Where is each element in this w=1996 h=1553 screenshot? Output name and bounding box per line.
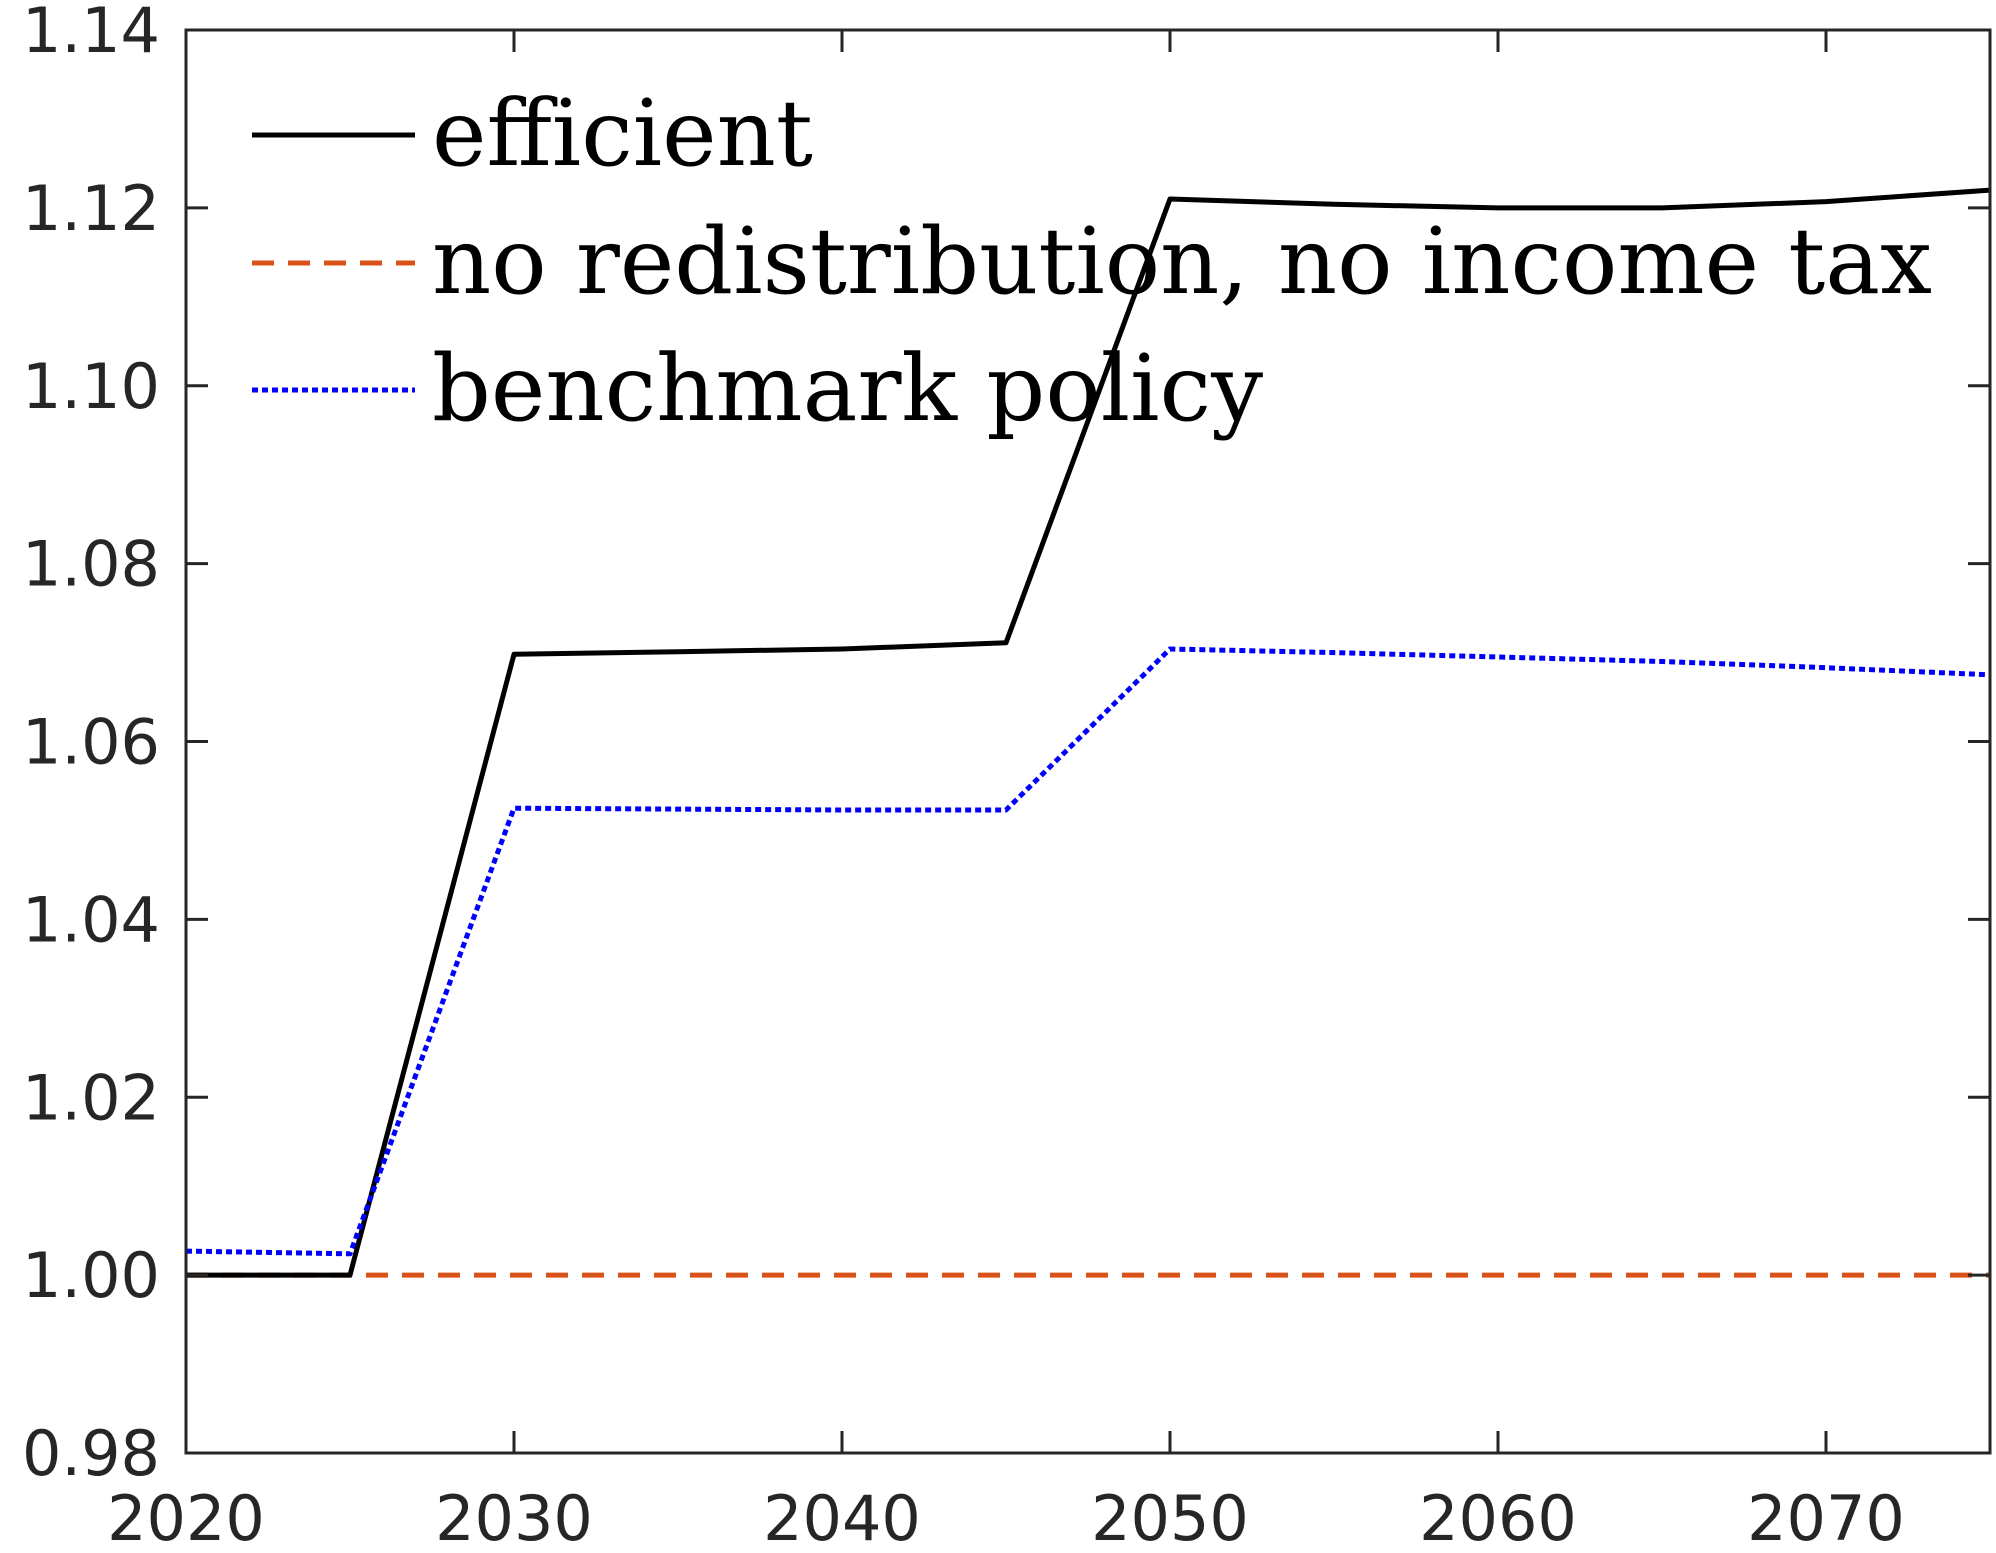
x-tick-label: 2060	[1419, 1482, 1577, 1553]
plot-area	[186, 30, 1990, 1453]
x-tick-label: 2050	[1091, 1482, 1249, 1553]
x-tick-label: 2020	[107, 1482, 265, 1553]
x-tick-label: 2040	[763, 1482, 921, 1553]
legend-label-benchmark-policy: benchmark policy	[432, 335, 1263, 442]
y-tick-label: 1.10	[22, 350, 160, 423]
y-tick-label: 1.12	[22, 172, 160, 245]
plot-background	[186, 30, 1990, 1453]
legend: efficient no redistribution, no income ta…	[252, 80, 1932, 442]
axes-layer: 2020 2030 2040 2050 2060 2070 0.98 1.00 1.02 1.04…	[22, 0, 1992, 1553]
series-layer	[185, 187, 1991, 1278]
y-tick-label: 0.98	[22, 1417, 160, 1490]
y-tick-label: 1.14	[22, 0, 160, 67]
legend-label-efficient: efficient	[432, 80, 813, 187]
y-tick-label: 1.00	[22, 1239, 160, 1312]
series-line-benchmark-policy	[185, 646, 1991, 1257]
x-tick-label: 2030	[435, 1482, 593, 1553]
y-tick-label: 1.04	[22, 883, 160, 956]
legend-label-no-redistribution-no-income-tax: no redistribution, no income tax	[432, 208, 1932, 315]
x-tick-label: 2070	[1747, 1482, 1905, 1553]
y-tick-label: 1.02	[22, 1061, 160, 1134]
series-line-efficient	[186, 187, 1991, 1278]
y-tick-label: 1.06	[22, 706, 160, 779]
y-tick-label: 1.08	[22, 528, 160, 601]
